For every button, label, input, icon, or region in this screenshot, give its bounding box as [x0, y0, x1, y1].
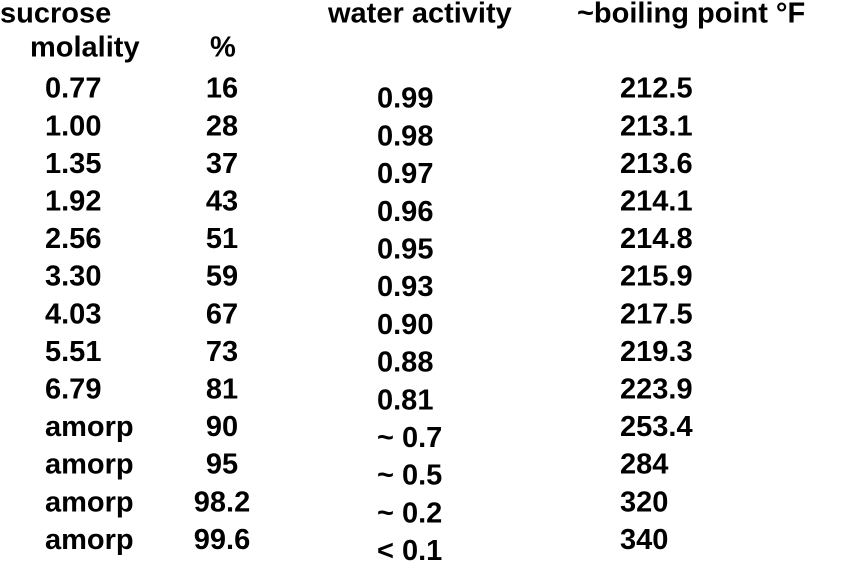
boiling-point-cell: 217.5 — [620, 298, 693, 330]
molality-cell: amorp — [45, 449, 134, 481]
percent-cell: 51 — [206, 223, 238, 255]
molality-cell: amorp — [45, 411, 134, 443]
header-sucrose: sucrose — [0, 0, 111, 30]
percent-cell: 95 — [206, 449, 238, 481]
molality-cell: 6.79 — [45, 373, 101, 405]
percent-cell: 28 — [206, 110, 238, 142]
molality-cell: amorp — [45, 486, 134, 518]
header-percent: % — [210, 32, 236, 64]
percent-cell: 16 — [206, 73, 238, 105]
molality-cell: 3.30 — [45, 261, 101, 293]
water-activity-cell: ~ 0.2 — [377, 497, 442, 529]
molality-cell: 5.51 — [45, 336, 101, 368]
boiling-point-cell: 212.5 — [620, 73, 693, 105]
water-activity-cell: 0.96 — [377, 196, 433, 228]
percent-cell: 43 — [206, 185, 238, 217]
water-activity-cell: 0.99 — [377, 83, 433, 115]
water-activity-cell: ~ 0.5 — [377, 460, 442, 492]
header-molality: molality — [30, 32, 140, 64]
percent-cell: 73 — [206, 336, 238, 368]
boiling-point-cell: 284 — [620, 449, 668, 481]
water-activity-cell: 0.95 — [377, 233, 433, 265]
boiling-point-cell: 320 — [620, 486, 668, 518]
water-activity-cell: 0.98 — [377, 120, 433, 152]
boiling-point-cell: 213.6 — [620, 148, 693, 180]
water-activity-cell: 0.88 — [377, 347, 433, 379]
boiling-point-cell: 214.1 — [620, 185, 693, 217]
water-activity-cell: < 0.1 — [377, 535, 442, 567]
percent-cell: 37 — [206, 148, 238, 180]
molality-cell: 1.00 — [45, 110, 101, 142]
molality-cell: amorp — [45, 524, 134, 556]
boiling-point-cell: 219.3 — [620, 336, 693, 368]
water-activity-cell: 0.93 — [377, 271, 433, 303]
boiling-point-cell: 213.1 — [620, 110, 693, 142]
percent-cell: 59 — [206, 261, 238, 293]
percent-cell: 98.2 — [194, 486, 250, 518]
water-activity-cell: 0.90 — [377, 309, 433, 341]
boiling-point-cell: 223.9 — [620, 373, 693, 405]
boiling-point-cell: 253.4 — [620, 411, 693, 443]
water-activity-cell: ~ 0.7 — [377, 422, 442, 454]
molality-cell: 2.56 — [45, 223, 101, 255]
boiling-point-cell: 215.9 — [620, 261, 693, 293]
boiling-point-cell: 340 — [620, 524, 668, 556]
molality-cell: 0.77 — [45, 73, 101, 105]
header-boiling-point: ~boiling point °F — [577, 0, 805, 30]
percent-cell: 90 — [206, 411, 238, 443]
water-activity-cell: 0.97 — [377, 158, 433, 190]
water-activity-cell: 0.81 — [377, 384, 433, 416]
header-water-activity: water activity — [327, 0, 512, 30]
percent-cell: 81 — [206, 373, 238, 405]
molality-cell: 1.92 — [45, 185, 101, 217]
molality-cell: 4.03 — [45, 298, 101, 330]
percent-cell: 99.6 — [194, 524, 250, 556]
molality-cell: 1.35 — [45, 148, 101, 180]
boiling-point-cell: 214.8 — [620, 223, 693, 255]
percent-cell: 67 — [206, 298, 238, 330]
